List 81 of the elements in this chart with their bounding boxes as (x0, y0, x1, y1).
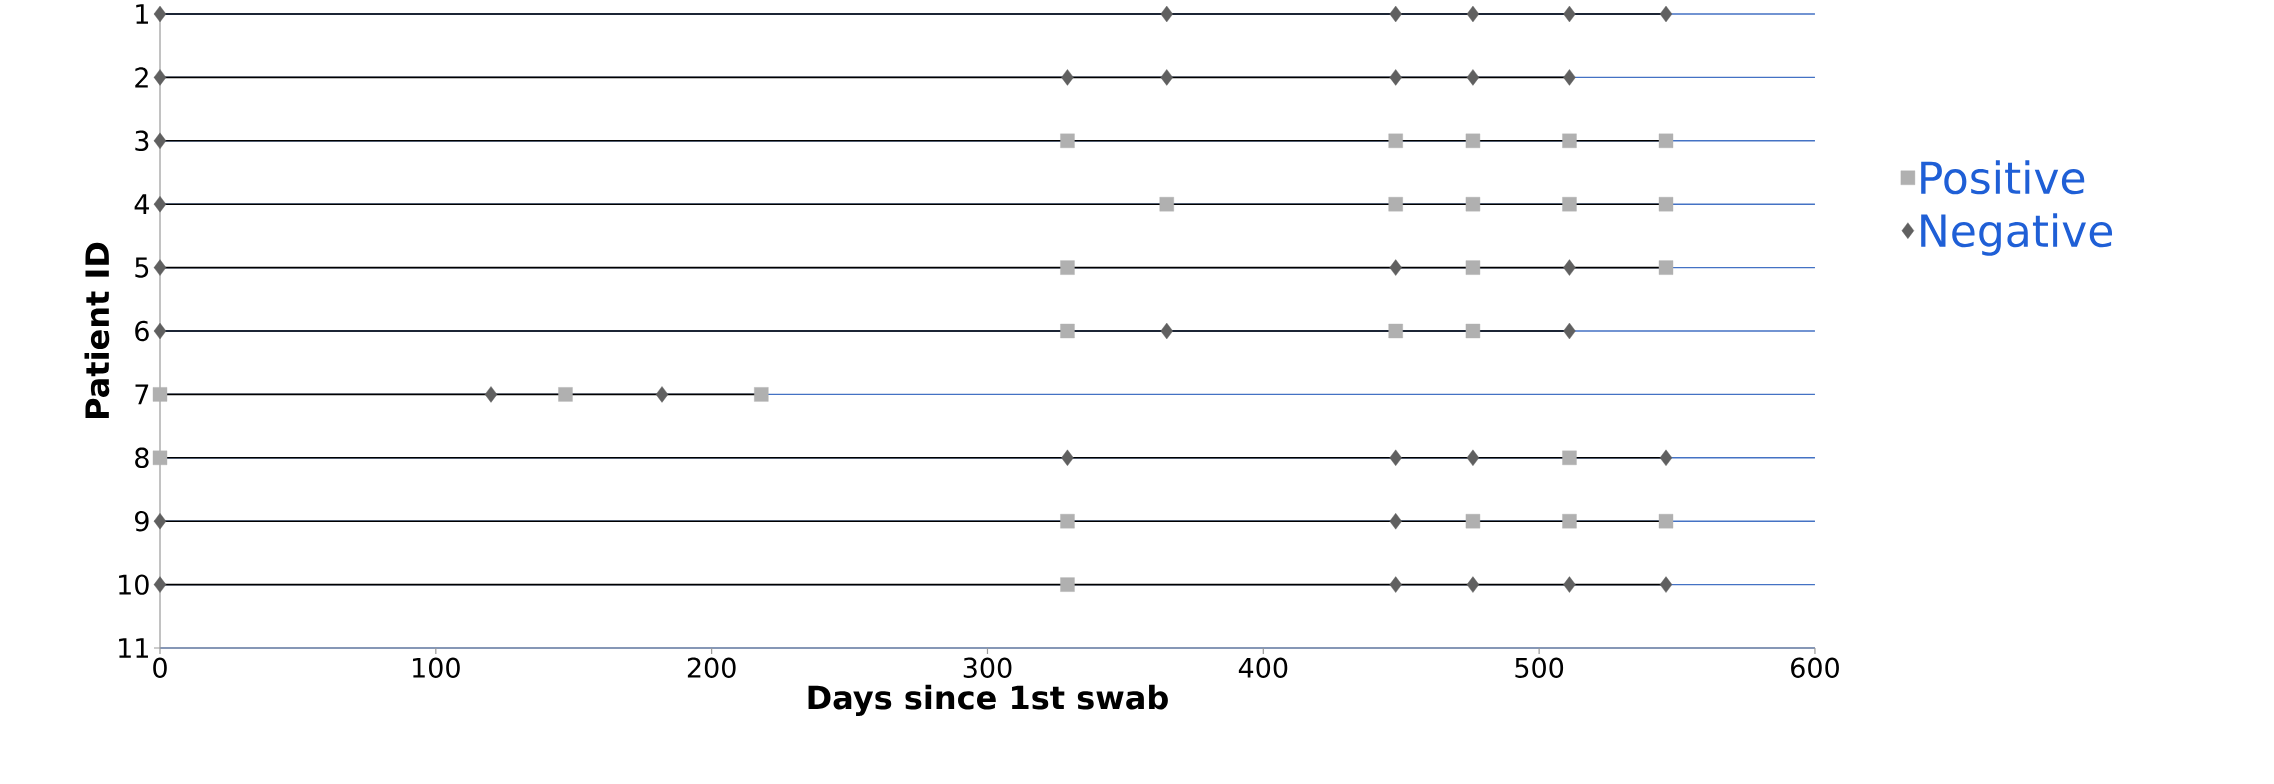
point (152, 450, 168, 465)
x-tick-label: 400 (1238, 657, 1288, 678)
point (1658, 514, 1674, 529)
point (1388, 197, 1403, 212)
point (1389, 259, 1402, 276)
y-tick-label: 7 (135, 384, 149, 405)
point (1465, 197, 1481, 212)
point (1562, 133, 1577, 148)
point (1160, 5, 1173, 23)
point (1563, 69, 1576, 86)
point (1563, 259, 1576, 276)
point (1466, 5, 1480, 23)
point (1659, 576, 1673, 593)
point (1389, 513, 1402, 530)
point (1465, 514, 1481, 529)
point (1465, 133, 1481, 148)
point (1466, 449, 1480, 466)
point (1388, 323, 1403, 339)
point (153, 132, 167, 149)
y-axis-title: Patient ID (84, 242, 110, 418)
point (1159, 197, 1174, 212)
point (153, 322, 167, 340)
y-tick-label: 2 (135, 67, 148, 88)
point (153, 513, 167, 530)
y-tick-label: 4 (134, 194, 149, 215)
point (153, 5, 167, 23)
point (1465, 260, 1481, 275)
point (558, 387, 573, 402)
y-tick-label: 11 (119, 638, 148, 658)
point (1465, 323, 1481, 339)
point (1562, 514, 1577, 529)
point (1563, 322, 1576, 340)
y-tick-label: 8 (135, 447, 149, 469)
point (1060, 260, 1075, 275)
point (1466, 69, 1480, 86)
point (1658, 260, 1674, 275)
point (1060, 323, 1075, 339)
y-tick-label: 3 (135, 130, 149, 152)
point (1389, 449, 1402, 466)
point (1160, 322, 1173, 340)
x-tick-label: 300 (963, 657, 1012, 678)
y-tick-label: 10 (119, 574, 149, 595)
point (1562, 197, 1577, 212)
point (1658, 133, 1674, 148)
point (1466, 576, 1480, 593)
legend-label: Positive (1921, 160, 2085, 195)
y-tick-label: 9 (135, 510, 149, 532)
x-tick-label: 100 (413, 657, 460, 678)
point (655, 386, 669, 403)
point (152, 387, 168, 402)
x-axis-title: Days since 1st swab (808, 684, 1168, 717)
point (1389, 5, 1402, 23)
legend-label: Negative (1921, 213, 2113, 256)
point (1060, 133, 1075, 148)
point (1389, 69, 1402, 86)
point (1658, 197, 1674, 212)
point (484, 386, 498, 403)
point (754, 387, 769, 402)
x-tick-label: 0 (153, 657, 167, 678)
point (1061, 69, 1074, 86)
y-tick-label: 5 (135, 257, 149, 278)
x-tick-label: 500 (1515, 657, 1564, 678)
point (1563, 5, 1576, 23)
point (153, 69, 167, 86)
point (1563, 576, 1576, 593)
point (1659, 449, 1673, 466)
point (1389, 576, 1402, 593)
point (1160, 69, 1173, 86)
point (1060, 577, 1075, 592)
point (1060, 514, 1075, 529)
point (1061, 449, 1074, 466)
x-tick-label: 600 (1791, 657, 1839, 678)
point (153, 196, 167, 213)
x-tick-label: 200 (687, 657, 736, 678)
y-tick-label: 1 (136, 4, 148, 24)
point (1659, 5, 1673, 23)
point (153, 576, 167, 593)
y-tick-label: 6 (135, 320, 149, 342)
point (1388, 133, 1403, 148)
point (153, 259, 167, 276)
point (1562, 450, 1577, 465)
